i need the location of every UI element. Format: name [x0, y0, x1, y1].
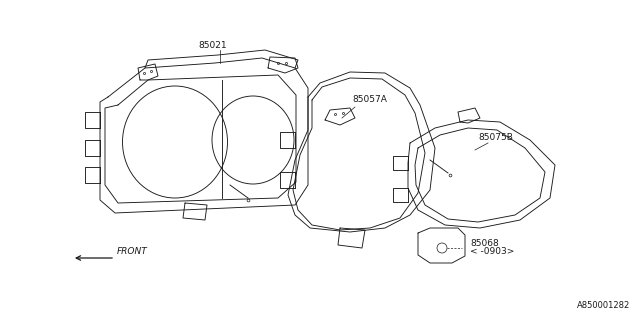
- Text: A850001282: A850001282: [577, 301, 630, 310]
- Text: FRONT: FRONT: [117, 247, 148, 256]
- Text: 85075B: 85075B: [478, 133, 513, 142]
- Text: 85021: 85021: [198, 41, 227, 50]
- Text: 85057A: 85057A: [352, 95, 387, 105]
- Text: 85068: 85068: [470, 238, 499, 247]
- Text: < -0903>: < -0903>: [470, 247, 515, 257]
